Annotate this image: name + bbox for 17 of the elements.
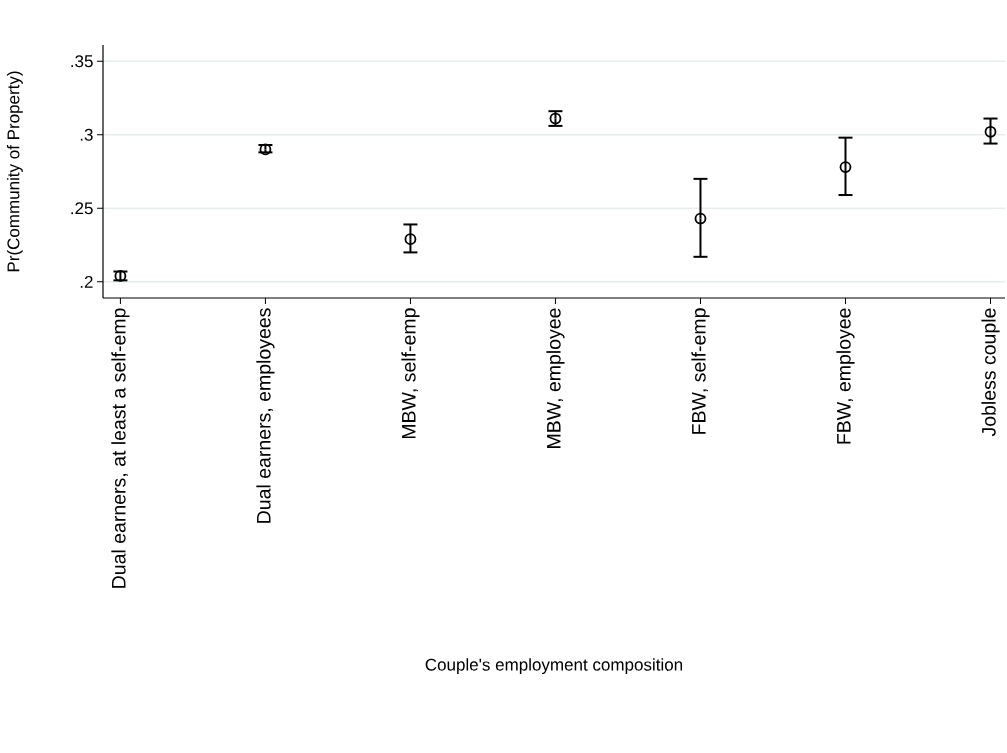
point bbox=[839, 161, 852, 173]
x-tick-label: FBW, self-emp bbox=[691, 308, 710, 434]
y-tick-label: .25 bbox=[71, 202, 93, 215]
x-tick-label: Jobless couple bbox=[981, 308, 1000, 437]
x-tick-label: MBW, employee bbox=[546, 308, 565, 448]
y-tick-label: .35 bbox=[71, 55, 93, 68]
x-tick-label: Dual earners, at least a self-emp bbox=[111, 308, 130, 588]
x-tick-label: FBW, employee bbox=[836, 308, 855, 444]
x-tick-label: Dual earners, employees bbox=[256, 308, 275, 523]
y-tick-label: .3 bbox=[80, 128, 93, 141]
x-tick-label: MBW, self-emp bbox=[401, 308, 420, 439]
y-axis-title: Pr(Community of Property) bbox=[6, 71, 23, 272]
x-axis-title: Couple's employment composition bbox=[425, 658, 683, 675]
point bbox=[984, 125, 997, 138]
point bbox=[694, 212, 707, 225]
point bbox=[404, 233, 417, 246]
y-tick-label: .2 bbox=[80, 275, 93, 288]
